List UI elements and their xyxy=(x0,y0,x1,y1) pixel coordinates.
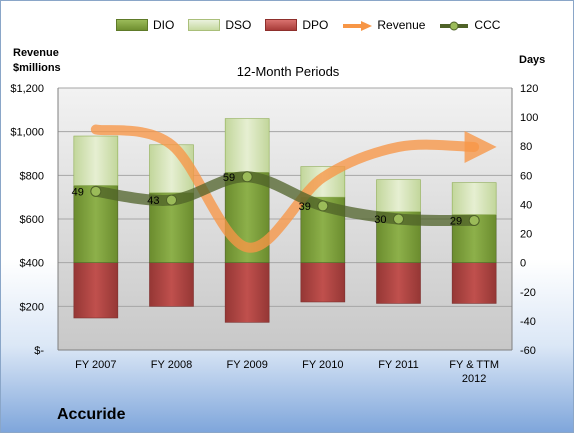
legend-item-dso: DSO xyxy=(188,18,251,32)
bar-dpo xyxy=(451,262,497,304)
legend-swatch-dio xyxy=(116,19,148,31)
company-name: Accuride xyxy=(57,406,126,423)
x-tick-label: FY 2007 xyxy=(75,359,116,371)
legend-label-revenue: Revenue xyxy=(377,18,426,32)
right-axis-title: Days xyxy=(519,54,546,66)
bar-dso xyxy=(224,118,270,173)
ccc-data-label: 39 xyxy=(299,201,311,213)
legend-item-ccc: CCC xyxy=(439,18,500,32)
axis-ticks: $- $200 $400 $600 $800 $1,000 $1,200 -60 -40 -20 0… xyxy=(10,83,538,385)
right-tick-label: 20 xyxy=(520,229,532,241)
legend: DIO DSO DPO Revenue CCC xyxy=(116,14,514,36)
left-tick-label: $1,000 xyxy=(10,127,44,139)
left-tick-label: $600 xyxy=(20,214,44,226)
legend-swatch-dso xyxy=(188,19,221,31)
x-tick-label: 2012 xyxy=(462,373,486,385)
bar-dpo xyxy=(224,262,270,323)
right-tick-label: 100 xyxy=(520,112,538,124)
left-axis-title-line1: Revenue xyxy=(13,47,59,59)
left-tick-label: $1,200 xyxy=(10,83,44,95)
bar-dpo xyxy=(300,262,346,303)
right-tick-label: 80 xyxy=(520,141,532,153)
chart-title: 12-Month Periods xyxy=(236,64,340,79)
left-axis-title-line2: $millions xyxy=(13,62,61,74)
left-tick-label: $800 xyxy=(20,170,44,182)
legend-label-dso: DSO xyxy=(225,18,252,32)
legend-label-dio: DIO xyxy=(153,18,175,32)
ccc-point xyxy=(90,185,102,197)
x-tick-label: FY 2011 xyxy=(378,359,419,371)
ccc-point xyxy=(468,214,480,226)
right-tick-label: 0 xyxy=(520,258,526,270)
left-tick-label: $- xyxy=(34,345,44,357)
legend-label-ccc: CCC xyxy=(474,18,501,32)
left-tick-label: $200 xyxy=(20,301,44,313)
ccc-data-label: 30 xyxy=(374,214,386,226)
revenue-line xyxy=(90,124,497,253)
legend-swatch-dpo xyxy=(265,19,298,31)
bar-dpo xyxy=(73,262,119,319)
ccc-data-label: 59 xyxy=(223,172,235,184)
x-tick-label: FY & TTM xyxy=(449,359,499,371)
ccc-point xyxy=(241,171,253,183)
bar-dso xyxy=(451,182,497,215)
legend-line-ccc xyxy=(439,20,469,31)
right-tick-label: 40 xyxy=(520,199,532,211)
right-tick-label: -60 xyxy=(520,345,536,357)
left-axis-title: Revenue $millions xyxy=(13,46,61,76)
left-tick-label: $400 xyxy=(20,258,44,270)
right-tick-label: -20 xyxy=(520,287,536,299)
bar-dpo xyxy=(376,262,421,304)
right-tick-label: 120 xyxy=(520,83,538,95)
ccc-data-label: 49 xyxy=(72,186,84,198)
bar-dso xyxy=(376,179,421,213)
legend-item-revenue: Revenue xyxy=(342,18,425,32)
x-tick-label: FY 2009 xyxy=(226,359,267,371)
legend-item-dpo: DPO xyxy=(265,18,328,32)
legend-item-dio: DIO xyxy=(116,18,174,32)
ccc-point xyxy=(166,194,177,206)
ccc-point xyxy=(317,200,329,212)
x-tick-label: FY 2010 xyxy=(302,359,343,371)
ccc-data-label: 43 xyxy=(147,195,159,207)
bar-dso xyxy=(73,135,119,186)
right-tick-label: 60 xyxy=(520,170,532,182)
right-tick-label: -40 xyxy=(520,316,536,328)
ccc-data-label: 29 xyxy=(450,215,462,227)
legend-label-dpo: DPO xyxy=(302,18,329,32)
x-tick-label: FY 2008 xyxy=(151,359,192,371)
ccc-point xyxy=(393,213,404,225)
bar-dpo xyxy=(149,262,194,307)
lines: 49 43 59 39 30 29 xyxy=(72,124,497,253)
legend-arrow-revenue xyxy=(342,20,373,31)
